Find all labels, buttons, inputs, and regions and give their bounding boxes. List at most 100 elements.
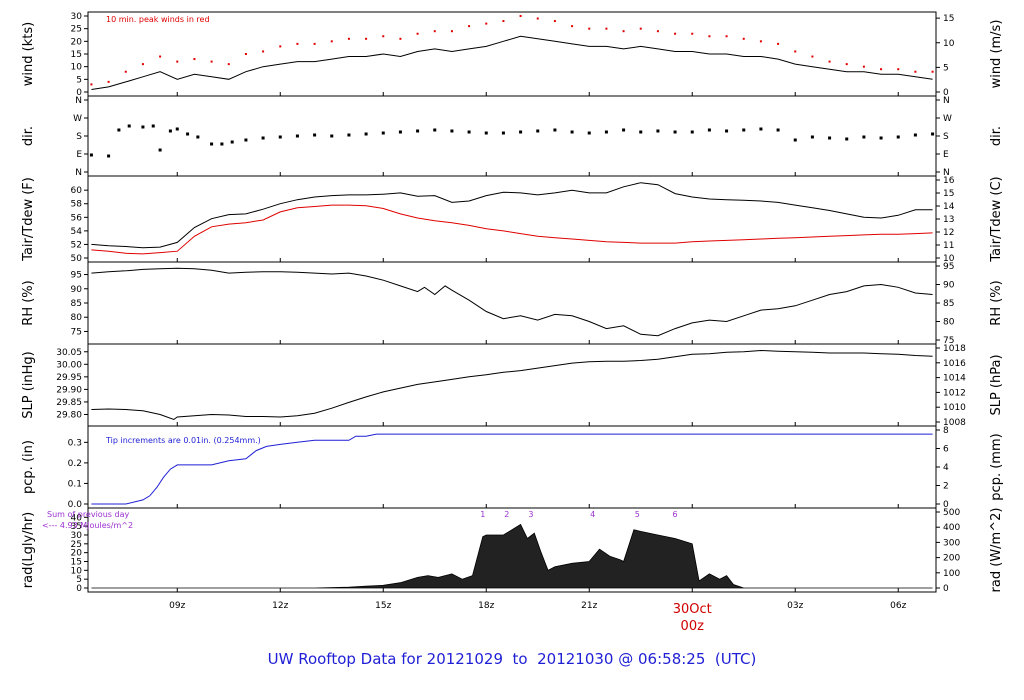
precip-line <box>91 433 933 505</box>
radiation-marker: 3 <box>528 510 533 519</box>
slp-ytick-right-label: 1016 <box>943 359 966 369</box>
temp-ytick-label: 58 <box>71 200 83 210</box>
peak-wind-point <box>571 25 574 28</box>
dir-point <box>175 127 179 131</box>
rad-ytick-label: 5 <box>76 575 82 585</box>
dir-point <box>168 129 172 133</box>
dir-point <box>117 128 121 132</box>
dir-point <box>220 142 224 146</box>
dir-panel <box>84 95 940 177</box>
wind-ytick-right-label: 5 <box>943 63 949 73</box>
xtick-label: 09z <box>169 601 185 611</box>
temp-panel <box>84 175 940 263</box>
dir-point <box>107 154 111 158</box>
peak-wind-point <box>227 63 230 66</box>
slp-frame <box>87 343 937 427</box>
peak-wind-point <box>365 37 368 40</box>
dir-point <box>196 135 200 139</box>
dir-point <box>604 130 608 134</box>
xtick-label: 03z <box>787 601 803 611</box>
dir-point <box>896 135 900 139</box>
dir-point <box>158 148 162 152</box>
peak-wind-point <box>811 55 814 58</box>
dir-ylabel: dir. <box>21 126 36 146</box>
xtick-label: 21z <box>581 601 597 611</box>
peak-wind-point <box>193 58 196 61</box>
peak-wind-point <box>622 30 625 33</box>
air-temperature-line <box>91 182 933 249</box>
rad-ytick-right-label: 100 <box>943 569 960 579</box>
peak-wind-point <box>691 32 694 35</box>
dir-frame <box>87 95 937 177</box>
slp-ytick-label: 29.85 <box>56 398 82 408</box>
dir-point <box>330 134 334 138</box>
peak-wind-point <box>262 50 265 53</box>
wind-annotation: 10 min. peak winds in red <box>106 15 210 24</box>
rad-ytick-right-label: 500 <box>943 508 960 518</box>
dir-point <box>381 131 385 135</box>
rad-ytick-right-label: 0 <box>943 584 949 594</box>
dir-point <box>622 128 626 132</box>
peak-wind-point <box>931 70 934 73</box>
dir-point <box>587 131 591 135</box>
peak-wind-point <box>914 70 917 73</box>
pcp-ytick-label: 0.3 <box>68 438 82 448</box>
rad-ylabel-right: rad (W/m^2) <box>989 508 1004 593</box>
slp-ytick-label: 29.90 <box>56 385 82 395</box>
temp-ytick-right-label: 13 <box>943 215 954 225</box>
peak-wind-point <box>742 37 745 40</box>
peak-wind-point <box>399 37 402 40</box>
peak-wind-point <box>450 30 453 33</box>
dir-point <box>570 130 574 134</box>
pcp-ytick-right-label: 8 <box>943 426 949 436</box>
dir-point <box>230 140 234 144</box>
dir-point <box>828 136 832 140</box>
rad-ytick-label: 35 <box>71 522 82 532</box>
pcp-ytick-label: 0.2 <box>68 459 82 469</box>
temp-ytick-right-label: 12 <box>943 228 954 238</box>
dir-point <box>931 132 935 136</box>
rh-ytick-right-label: 90 <box>943 281 955 291</box>
wind-ytick-label: 5 <box>76 75 82 85</box>
wind-panel <box>84 11 940 97</box>
radiation-marker: 5 <box>635 510 640 519</box>
rh-ytick-right-label: 95 <box>943 262 954 272</box>
dir-point <box>707 128 711 132</box>
dir-ytick-label: W <box>73 114 82 124</box>
dir-point <box>913 133 917 137</box>
slp-ylabel-right: SLP (hPa) <box>989 354 1004 415</box>
dir-ytick-label: E <box>76 150 82 160</box>
xtick-label: 06z <box>890 601 906 611</box>
dir-ytick-label: N <box>75 96 82 106</box>
peak-wind-point <box>279 45 282 48</box>
peak-wind-point <box>708 35 711 38</box>
rad-panel <box>84 507 940 593</box>
pcp-ytick-right-label: 2 <box>943 482 949 492</box>
wind-ytick-label: 0 <box>76 88 82 98</box>
peak-wind-point <box>759 40 762 43</box>
pcp-ylabel-right: pcp. (mm) <box>989 433 1004 500</box>
wind-ytick-label: 25 <box>71 25 82 35</box>
peak-wind-point <box>656 30 659 33</box>
dir-point <box>690 130 694 134</box>
wind-ytick-right-label: 15 <box>943 14 954 24</box>
rh-ytick-label: 85 <box>71 299 82 309</box>
rad-ytick-label: 15 <box>71 557 82 567</box>
peak-wind-point <box>880 68 883 71</box>
dir-point <box>89 153 93 157</box>
temp-ytick-label: 54 <box>71 227 83 237</box>
temp-ytick-label: 52 <box>71 240 82 250</box>
slp-line <box>91 349 933 421</box>
wind-ylabel: wind (kts) <box>21 22 36 86</box>
dir-point <box>433 128 437 132</box>
peak-wind-point <box>433 30 436 33</box>
peak-wind-point <box>519 15 522 17</box>
dir-point <box>793 138 797 142</box>
slp-ytick-label: 29.80 <box>56 410 82 420</box>
temp-ytick-right-label: 15 <box>943 189 954 199</box>
peak-wind-point <box>124 70 127 73</box>
dir-point <box>742 128 746 132</box>
dir-point <box>347 133 351 137</box>
peak-wind-point <box>674 32 677 35</box>
rh-ytick-right-label: 75 <box>943 336 954 346</box>
